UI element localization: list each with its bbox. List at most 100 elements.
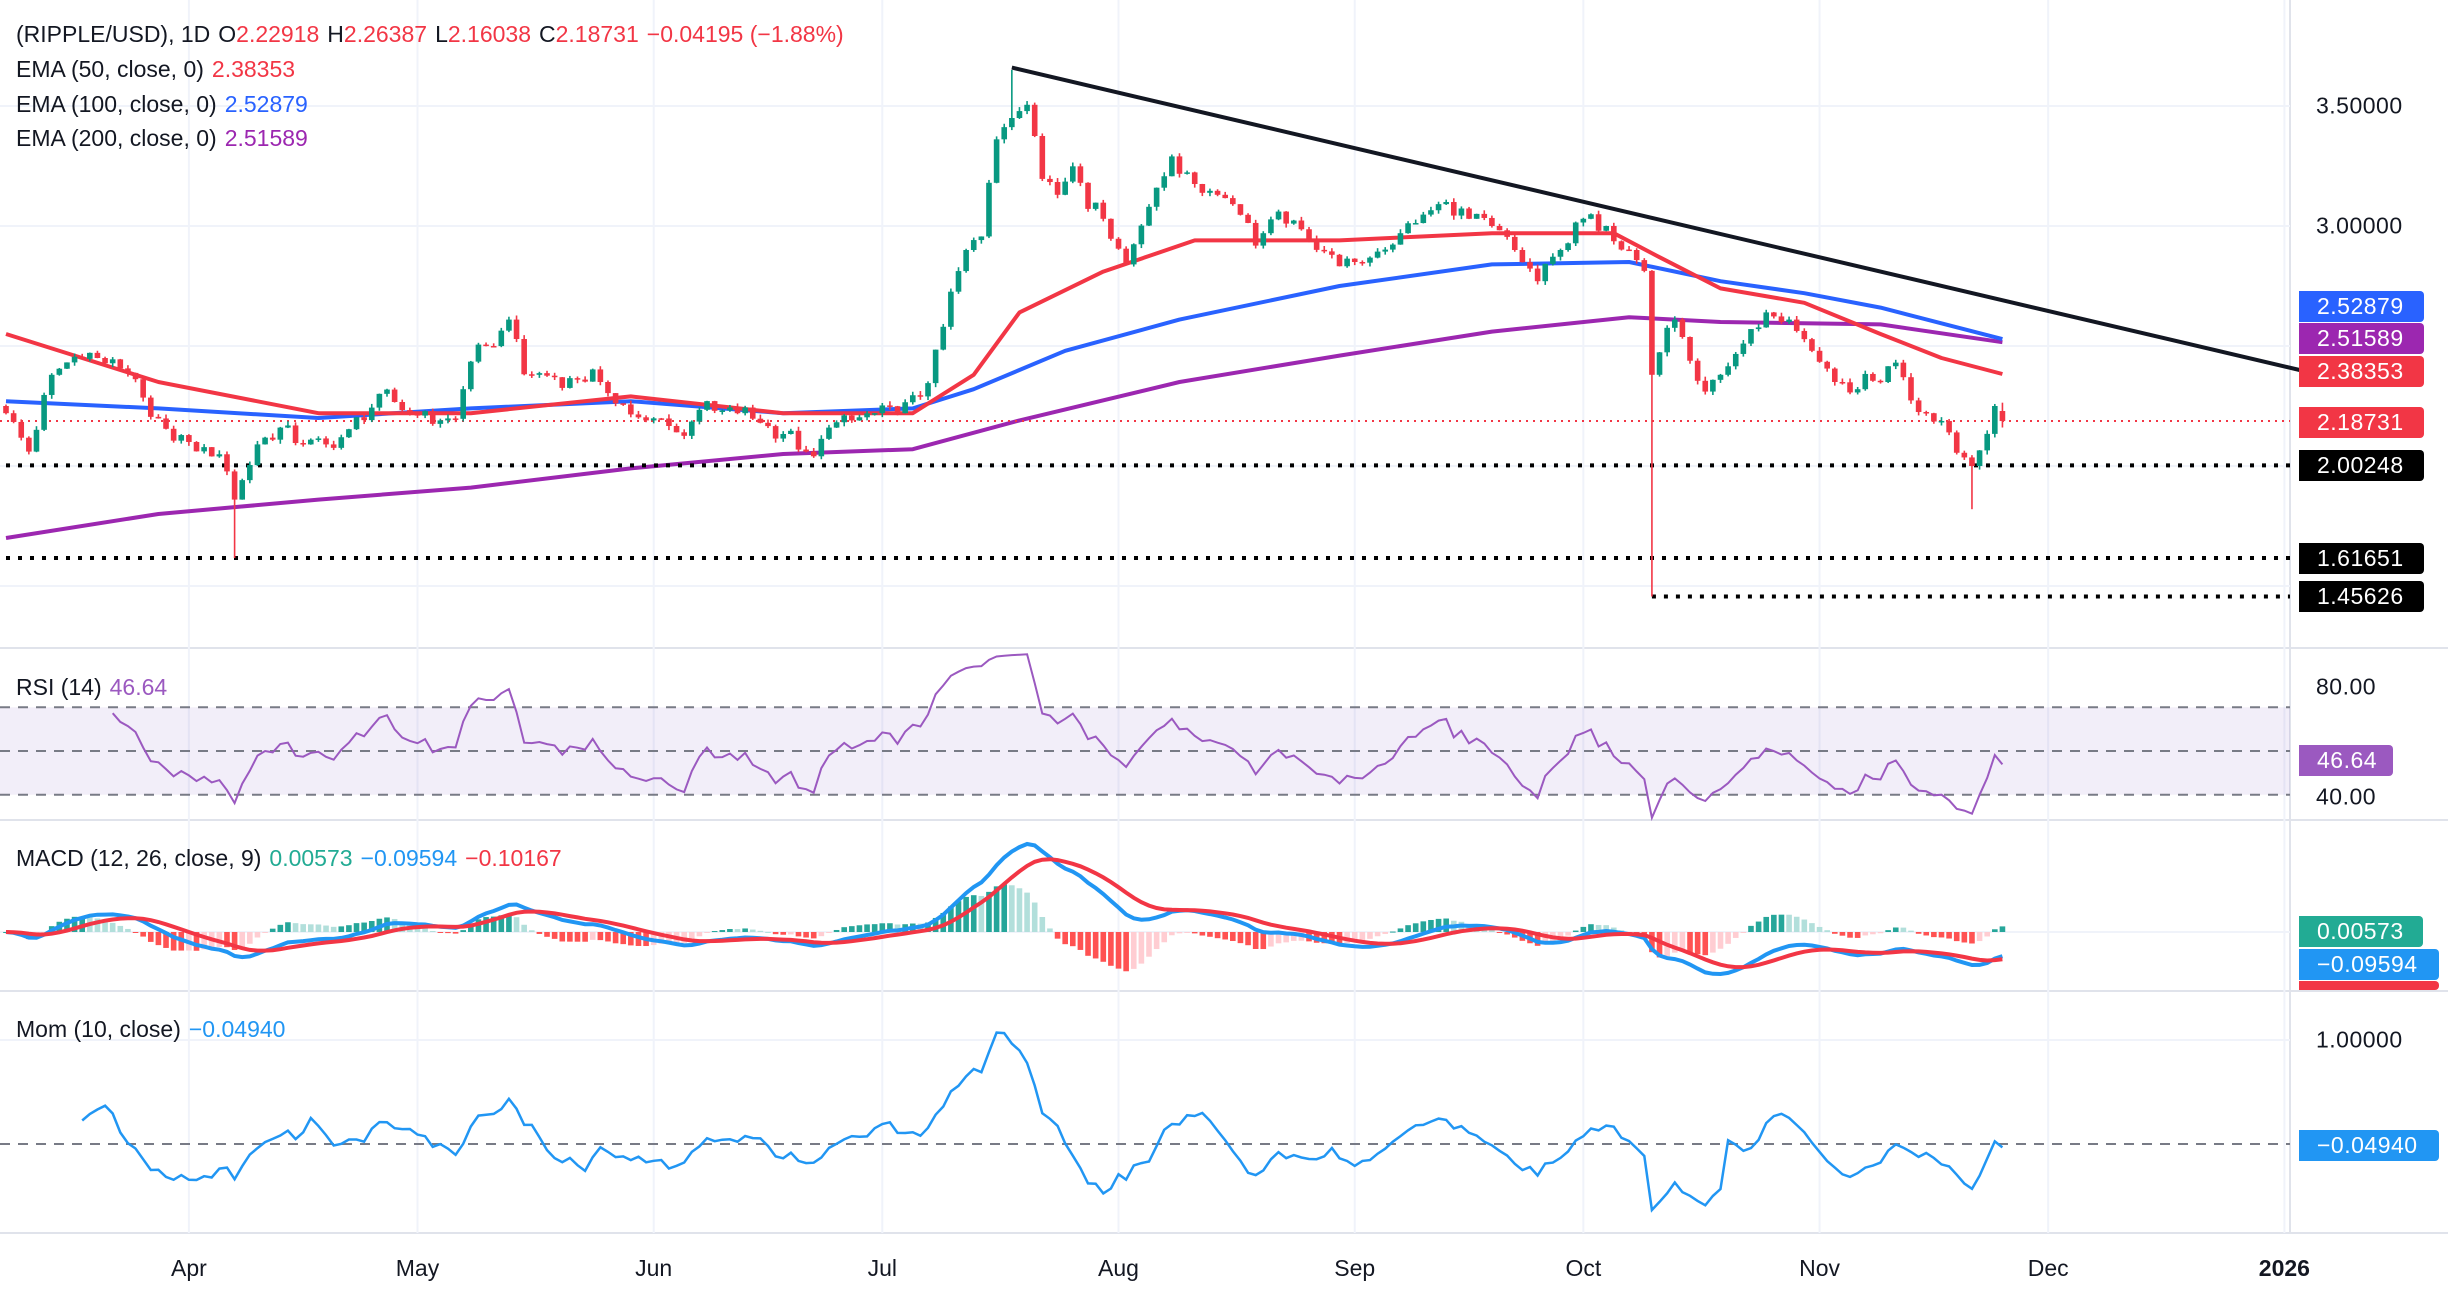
- candle-body: [894, 406, 901, 414]
- macd-histogram-bar: [574, 932, 581, 942]
- candle-body: [1839, 382, 1846, 384]
- candle-body: [1207, 190, 1213, 193]
- candle: [689, 420, 695, 440]
- candle-body: [1298, 220, 1305, 230]
- candle: [1588, 213, 1594, 220]
- candle-body: [1732, 353, 1739, 367]
- candle-body: [1428, 210, 1434, 215]
- candle: [1908, 373, 1914, 404]
- candle-body: [147, 397, 154, 417]
- close-value: 2.18731: [555, 21, 639, 47]
- candle: [208, 447, 215, 457]
- candle-body: [262, 437, 268, 445]
- candle-body: [1351, 258, 1358, 262]
- candle: [1992, 403, 1998, 438]
- macd-histogram-bar: [871, 924, 878, 932]
- candle: [597, 366, 604, 386]
- macd-histogram-bar: [1435, 918, 1442, 932]
- macd-histogram-bar: [1580, 926, 1587, 932]
- macd-histogram-bar: [978, 895, 985, 932]
- candle-body: [765, 422, 771, 427]
- support-levels: [0, 65, 2301, 599]
- candle-body: [1054, 182, 1061, 195]
- time-axis-label: May: [395, 1255, 440, 1281]
- candle: [1070, 162, 1076, 184]
- macd-histogram-bar: [308, 924, 314, 932]
- candle: [407, 407, 413, 416]
- candle-body: [1908, 377, 1914, 401]
- macd-histogram-bar: [1047, 928, 1053, 932]
- candle-body: [673, 426, 680, 433]
- candle: [841, 414, 847, 427]
- candle: [1641, 258, 1648, 273]
- macd-histogram-bar: [1024, 892, 1030, 932]
- macd-histogram-bar: [1283, 932, 1289, 943]
- candle: [323, 436, 329, 448]
- candle: [978, 236, 985, 244]
- candle: [186, 434, 192, 446]
- candle-body: [445, 418, 451, 421]
- macd-histogram-bar: [932, 917, 939, 932]
- candle: [1694, 358, 1701, 385]
- candle-body: [71, 356, 78, 363]
- candle: [1054, 178, 1061, 199]
- candle: [239, 478, 246, 500]
- candle: [391, 387, 398, 403]
- candle-body: [1420, 214, 1427, 224]
- candle: [1024, 101, 1030, 115]
- candle-body: [1313, 238, 1320, 250]
- candle-body: [1283, 211, 1289, 224]
- candle-body: [460, 389, 466, 419]
- candle: [780, 431, 787, 442]
- candle: [1717, 373, 1724, 383]
- candle-body: [48, 374, 55, 395]
- candle-body: [742, 407, 748, 414]
- macd-legend[interactable]: MACD (12, 26, close, 9) 0.00573 −0.09594 −0…: [16, 843, 570, 873]
- candle-body: [1153, 187, 1160, 207]
- candle: [734, 403, 741, 415]
- candle: [1443, 199, 1449, 205]
- macd-histogram-bar: [1946, 932, 1952, 939]
- ema100-legend[interactable]: EMA (100, close, 0) 2.52879: [16, 89, 316, 119]
- ema100-label: EMA (100, close, 0): [16, 91, 217, 117]
- mom-legend[interactable]: Mom (10, close) −0.04940: [16, 1014, 293, 1044]
- macd-histogram-bar: [1062, 932, 1068, 945]
- candle-body: [1618, 241, 1625, 250]
- macd-histogram-bar: [1420, 921, 1427, 932]
- macd-histogram-bar: [1542, 932, 1549, 945]
- ema50-legend[interactable]: EMA (50, close, 0) 2.38353: [16, 54, 303, 84]
- candle-body: [1489, 217, 1495, 226]
- candle: [513, 315, 520, 343]
- candle-body: [1230, 198, 1236, 205]
- candle: [1458, 206, 1465, 220]
- candle: [932, 349, 939, 388]
- macd-histogram-bar: [810, 932, 817, 939]
- candle: [1428, 206, 1434, 217]
- candle-body: [1085, 182, 1091, 209]
- macd-histogram-bar: [1763, 916, 1770, 932]
- macd-histogram-bar: [1222, 932, 1228, 940]
- macd-histogram-bar: [628, 932, 634, 946]
- candle: [1085, 182, 1091, 212]
- candle-body: [589, 369, 596, 382]
- macd-label: MACD (12, 26, close, 9): [16, 845, 262, 871]
- candle-body: [841, 415, 847, 423]
- candle-body: [1824, 361, 1830, 369]
- macd-histogram-bar: [1077, 932, 1084, 950]
- candle-body: [483, 344, 489, 347]
- macd-histogram-bar: [285, 922, 291, 932]
- candle: [33, 426, 40, 453]
- candle-body: [1290, 220, 1297, 224]
- macd-histogram-bar: [147, 932, 154, 942]
- candle: [1397, 229, 1404, 245]
- rsi-legend[interactable]: RSI (14) 46.64: [16, 672, 175, 702]
- macd-histogram-bar: [1138, 932, 1145, 964]
- candle-body: [391, 389, 398, 402]
- macd-histogram-bar: [117, 925, 124, 932]
- time-axis-label: Nov: [1799, 1255, 1840, 1281]
- ema200-legend[interactable]: EMA (200, close, 0) 2.51589: [16, 123, 316, 153]
- macd-signal-badge: [2299, 981, 2439, 990]
- candle: [1969, 455, 1975, 510]
